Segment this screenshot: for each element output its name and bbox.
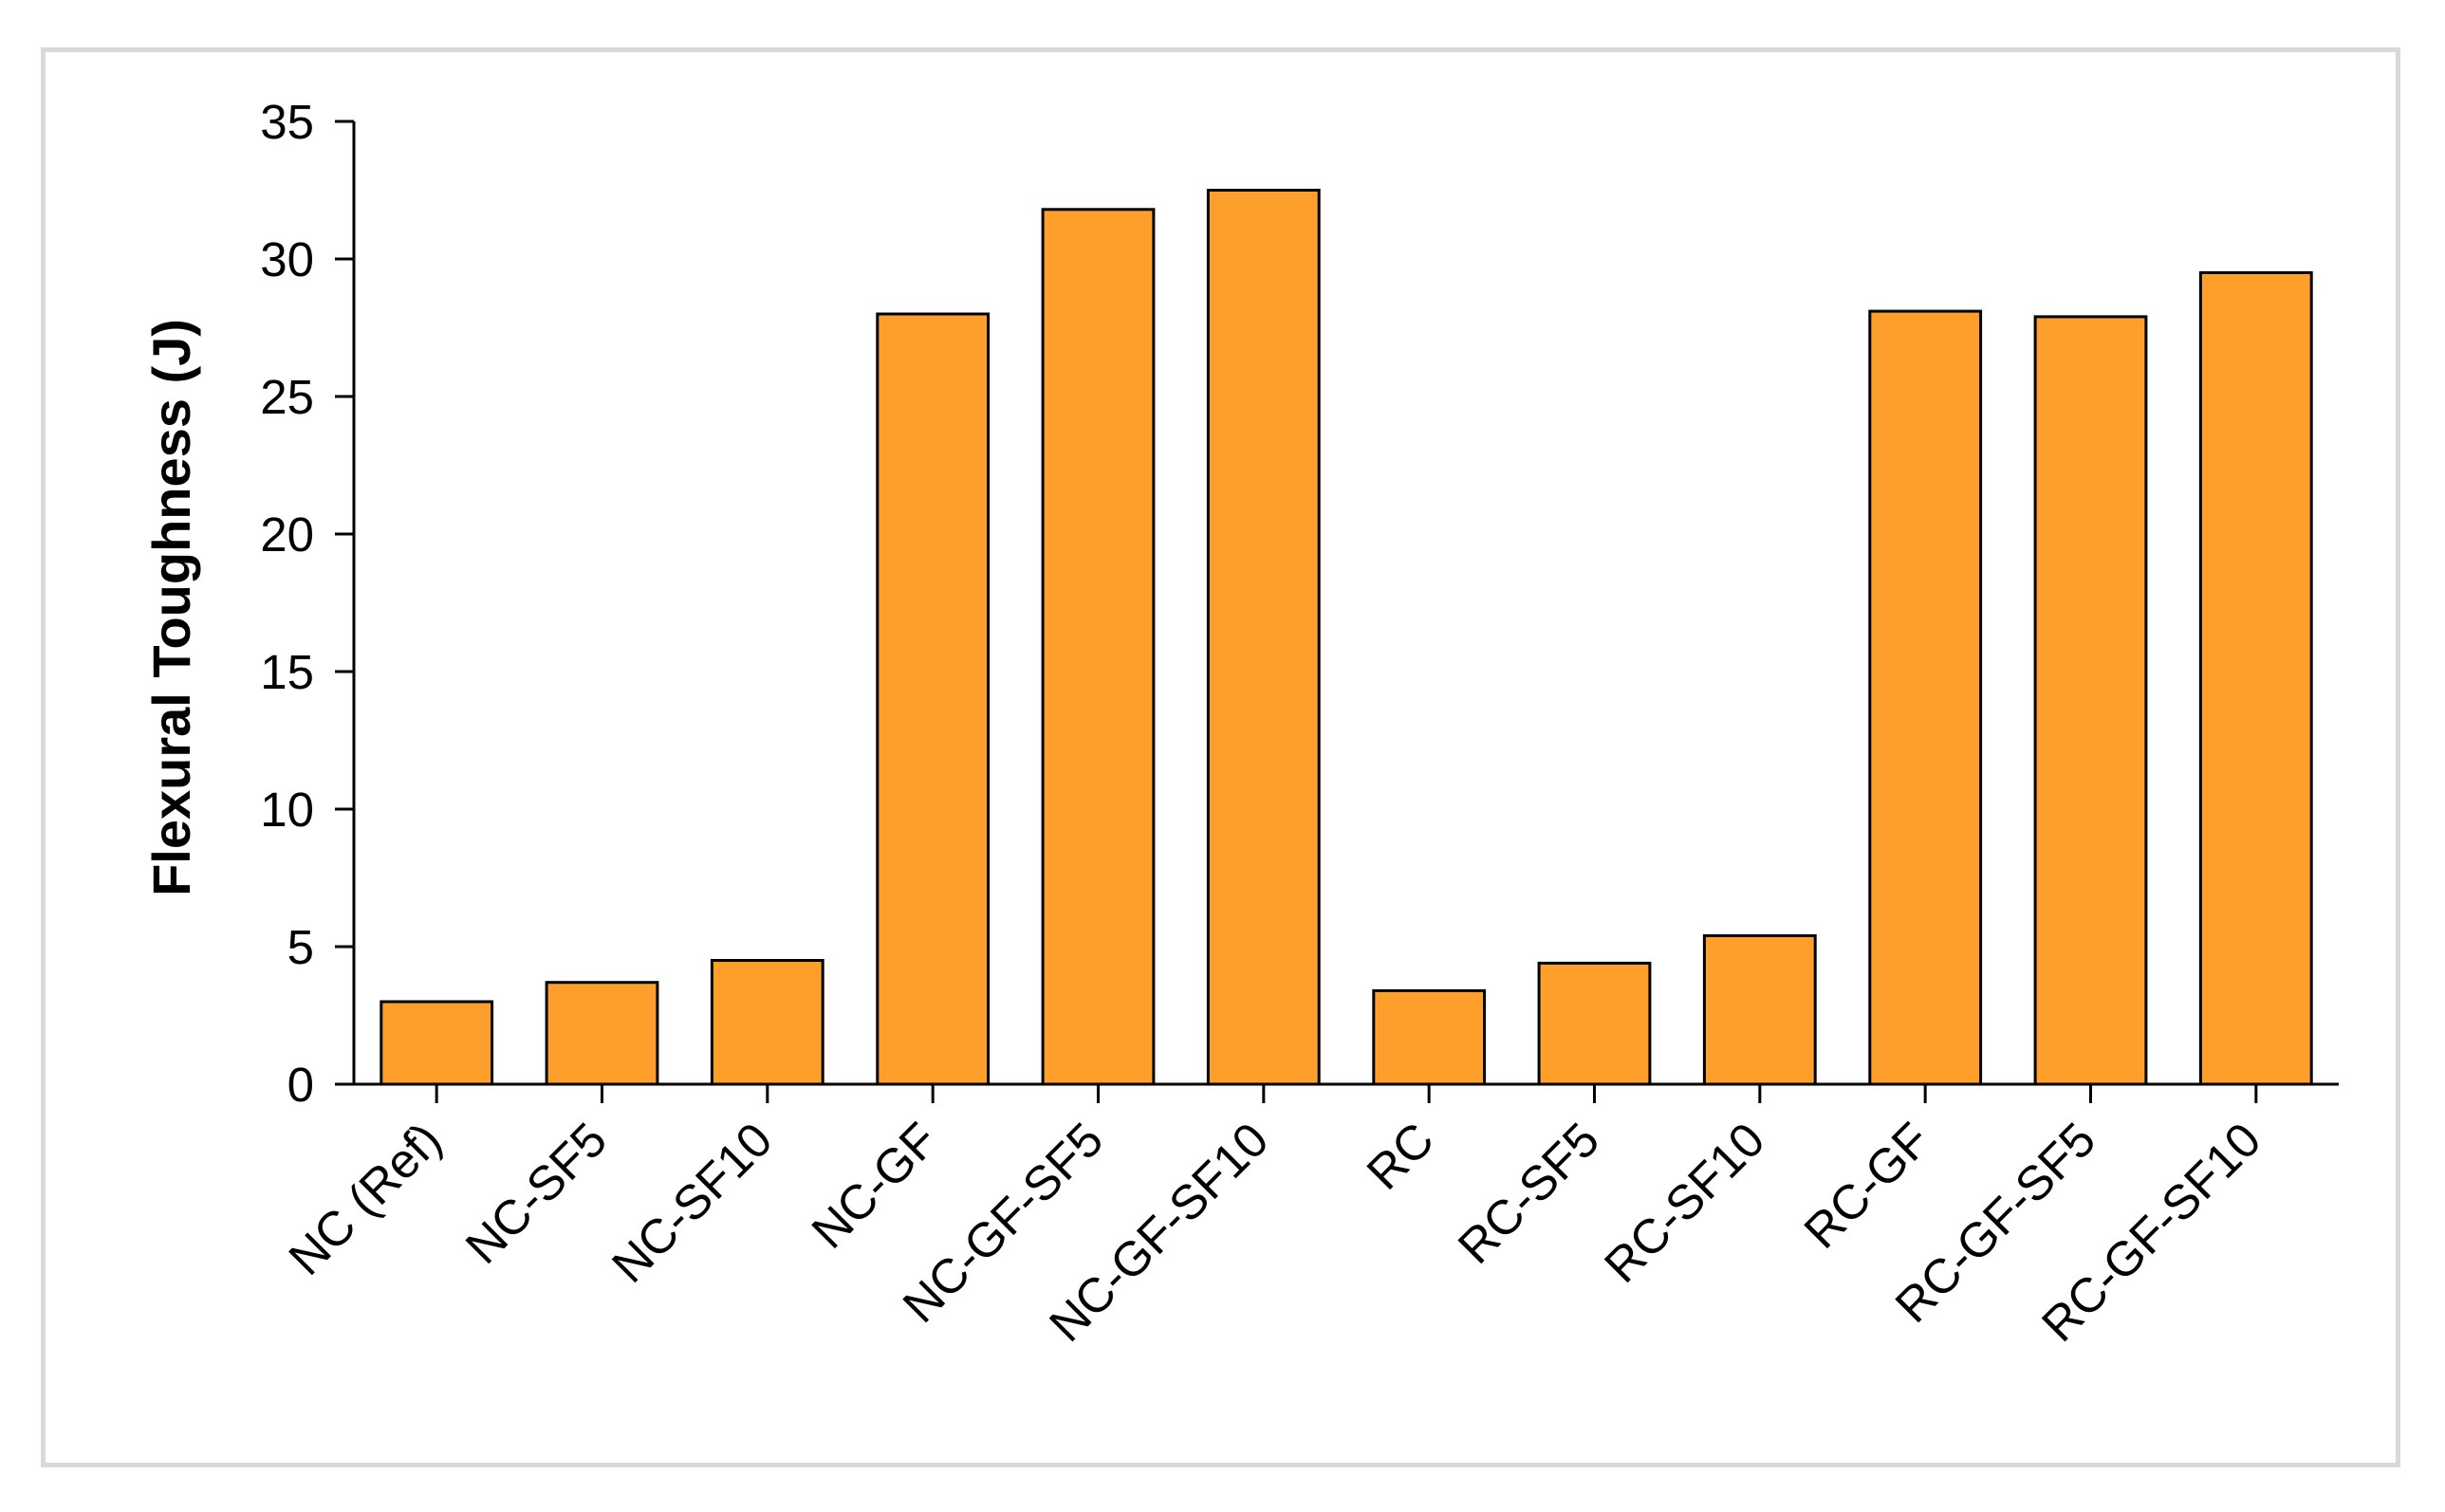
x-category-label: NC (Ref) [278,1112,452,1285]
bar-rc-gf-sf5 [2033,315,2148,1086]
y-axis-title: Flexural Toughness (J) [141,319,201,896]
bar-rc-gf-sf10 [2198,271,2313,1086]
x-category-label: RC-SF5 [1448,1112,1610,1274]
bar-nc-sf5 [545,981,659,1086]
y-tick-label: 25 [260,370,314,424]
x-category-label: NC-GF [801,1112,947,1258]
y-tick-label: 15 [260,645,314,699]
y-tick-label: 35 [260,95,314,149]
y-tick-labels: 0 5 10 15 20 25 30 35 [260,95,314,1112]
bar-nc-gf-sf5 [1041,208,1156,1086]
bar-nc-gf-sf10 [1206,189,1321,1086]
y-tick-label: 5 [287,920,314,974]
bar-rc [1372,988,1487,1086]
y-tick-label: 0 [287,1058,314,1112]
bar-rc-sf5 [1537,961,1652,1086]
bars-layer [380,189,2313,1086]
bar-rc-sf10 [1702,933,1817,1086]
x-category-label: RC-GF [1793,1112,1939,1258]
x-category-label: RC [1357,1112,1444,1199]
x-category-label: NC-SF10 [602,1112,783,1293]
bar-nc-ref [380,1000,494,1086]
y-tick-label: 20 [260,507,314,562]
bar-nc-sf10 [710,959,824,1086]
bar-rc-gf [1868,309,1983,1086]
axes-layer [335,120,2339,1103]
bar-nc-gf [876,312,991,1086]
y-tick-label: 30 [260,232,314,286]
x-category-label: RC-SF10 [1594,1112,1775,1293]
y-tick-label: 10 [260,783,314,837]
x-category-label: NC-SF5 [455,1112,618,1274]
